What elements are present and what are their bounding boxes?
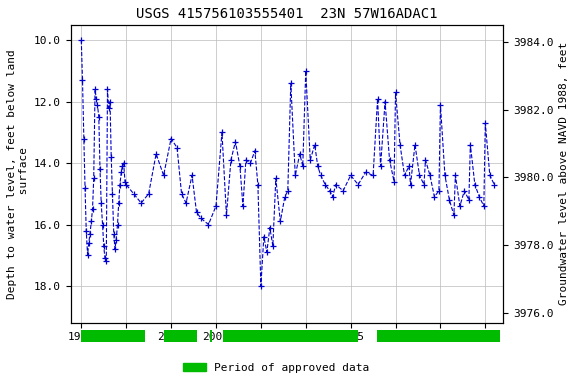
Legend: Period of approved data: Period of approved data — [179, 359, 374, 378]
Title: USGS 415756103555401  23N 57W16ADAC1: USGS 415756103555401 23N 57W16ADAC1 — [137, 7, 438, 21]
Y-axis label: Groundwater level above NAVD 1988, feet: Groundwater level above NAVD 1988, feet — [559, 42, 569, 305]
Y-axis label: Depth to water level, feet below land
 surface: Depth to water level, feet below land su… — [7, 49, 29, 299]
